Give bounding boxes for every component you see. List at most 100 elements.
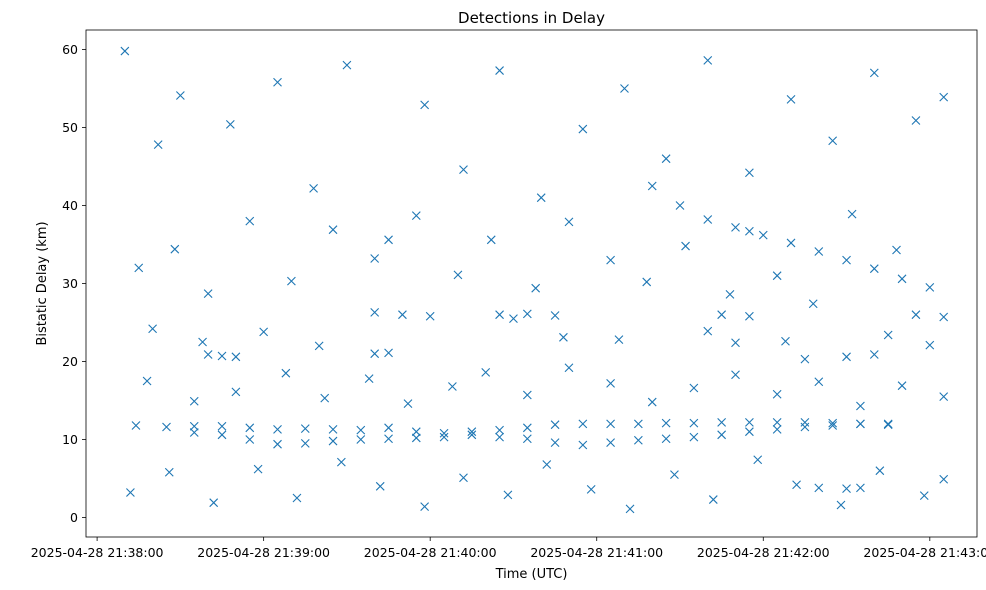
data-point-marker [448,382,457,391]
data-point-marker [209,498,219,508]
data-point-marker [411,211,421,221]
y-tick-label: 30 [62,276,78,291]
data-point-marker [364,374,374,384]
data-point-marker [606,419,615,429]
data-point-marker [925,283,935,292]
data-point-marker [939,474,949,484]
data-point-marker [883,419,893,429]
y-tick-label: 10 [62,432,78,447]
data-point-marker [164,467,174,477]
data-point-marker [453,270,463,280]
data-point-marker [420,100,430,110]
data-point-marker [745,226,754,236]
data-point-marker [467,427,477,437]
y-tick-label: 50 [62,120,78,135]
data-point-marker [467,430,477,440]
data-point-marker [189,421,199,431]
data-point-marker [503,490,513,500]
data-point-marker [869,350,879,359]
data-point-marker [370,349,380,359]
data-point-marker [231,352,241,362]
data-point-marker [633,419,643,429]
data-point-marker [384,235,393,245]
data-point-marker [661,418,671,428]
data-point-marker [703,215,713,224]
data-point-marker [939,92,949,102]
data-point-marker [522,390,532,400]
data-point-marker [828,418,838,428]
data-point-marker [309,183,318,193]
data-point-marker [148,324,158,334]
data-point-marker [614,335,624,345]
data-point-marker [328,436,338,446]
data-point-marker [689,418,699,428]
data-point-marker [620,84,629,93]
data-point-marker [814,247,824,256]
data-point-marker [203,350,213,359]
x-tick-label: 2025-04-28 21:39:00 [197,545,330,560]
data-point-marker [814,377,824,387]
data-point-marker [245,216,255,226]
data-markers [120,46,949,514]
data-point-marker [370,307,380,317]
data-point-marker [522,423,532,433]
data-point-marker [273,77,282,87]
data-point-marker [814,483,824,493]
data-point-marker [245,423,255,433]
data-point-marker [753,455,763,465]
y-axis-label: Bistatic Delay (km) [35,221,50,345]
data-point-marker [356,425,366,435]
data-point-marker [384,434,393,444]
data-point-marker [189,428,199,437]
data-point-marker [439,432,449,442]
data-point-marker [842,352,851,362]
data-point-marker [384,423,393,433]
data-point-marker [495,425,504,435]
data-point-marker [217,351,227,361]
data-point-marker [370,254,380,263]
data-point-marker [495,310,504,320]
data-point-marker [142,376,152,386]
data-point-marker [786,238,796,248]
x-tick-label: 2025-04-28 21:43:00 [863,545,986,560]
data-point-marker [287,276,296,286]
data-point-marker [828,421,838,430]
data-point-marker [153,140,163,150]
data-point-marker [883,420,893,430]
data-point-marker [772,271,782,281]
data-point-marker [550,438,560,448]
data-point-marker [772,417,782,427]
data-point-marker [745,417,754,427]
data-point-marker [731,370,740,380]
data-point-marker [198,337,207,347]
data-point-marker [398,310,407,320]
data-point-marker [536,193,546,203]
data-point-marker [509,314,518,323]
data-point-marker [897,381,907,391]
data-point-marker [300,439,310,448]
data-point-marker [689,432,699,442]
data-point-marker [642,277,652,287]
data-point-marker [703,326,713,336]
data-point-marker [245,435,255,444]
y-tick-label: 20 [62,354,78,369]
data-point-marker [328,225,338,235]
y-tick-label: 60 [62,42,78,57]
x-axis: 2025-04-28 21:38:00 2025-04-28 21:39:00 20… [31,537,986,560]
data-point-marker [772,424,782,434]
data-point-marker [670,470,679,479]
data-point-marker [281,368,291,378]
data-point-marker [911,310,921,320]
data-point-marker [259,327,269,337]
y-tick-label: 0 [70,510,78,525]
data-point-marker [800,422,810,432]
data-point-marker [792,480,801,490]
data-point-marker [495,66,504,75]
data-point-marker [856,419,865,429]
y-axis: 0 10 20 30 40 50 60 [62,42,86,525]
data-point-marker [189,396,199,406]
data-point-marker [273,439,282,449]
data-point-marker [231,387,241,397]
data-point-marker [919,491,929,501]
data-point-marker [300,424,310,433]
